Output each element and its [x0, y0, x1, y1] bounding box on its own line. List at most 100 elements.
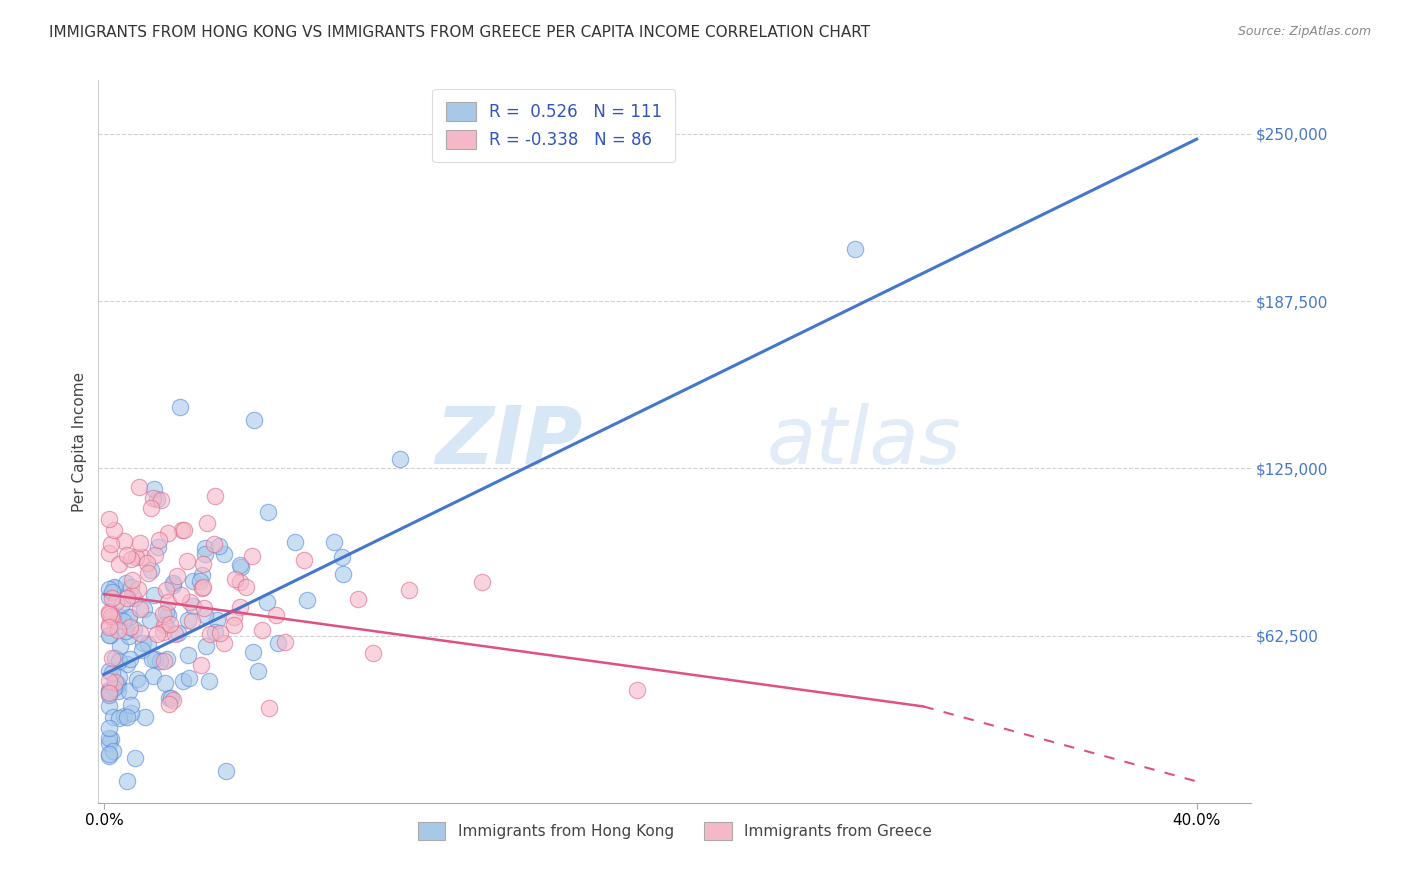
Point: [120, 552, 142, 566]
Point: [157, 691, 180, 706]
Point: [98, 628, 121, 642]
Point: [117, 591, 139, 605]
Point: [98, 736, 121, 750]
Point: [148, 533, 170, 548]
Point: [202, 537, 225, 551]
Point: [103, 681, 125, 696]
Point: [198, 674, 221, 689]
Point: [120, 706, 142, 721]
Point: [98, 749, 121, 764]
Point: [101, 710, 124, 724]
Point: [242, 645, 264, 659]
Point: [98, 628, 121, 642]
Point: [172, 674, 194, 689]
Point: [98, 698, 121, 713]
Point: [149, 654, 172, 668]
Point: [117, 710, 139, 724]
Point: [163, 626, 186, 640]
Point: [98, 607, 121, 622]
Point: [107, 669, 129, 683]
Point: [98, 605, 121, 619]
Point: [111, 597, 134, 611]
Point: [388, 452, 411, 467]
Point: [98, 674, 121, 689]
Point: [139, 613, 162, 627]
Point: [155, 582, 177, 597]
Point: [127, 582, 149, 596]
Point: [142, 491, 165, 505]
Point: [100, 731, 122, 746]
Point: [127, 672, 149, 686]
Point: [172, 524, 194, 538]
Point: [134, 710, 156, 724]
Point: [131, 549, 153, 564]
Point: [146, 541, 169, 555]
Point: [363, 646, 385, 660]
Point: [143, 548, 166, 562]
Point: [103, 523, 125, 537]
Point: [118, 609, 141, 624]
Point: [274, 635, 297, 649]
Point: [214, 547, 236, 561]
Point: [98, 582, 121, 596]
Point: [98, 747, 121, 762]
Point: [173, 523, 195, 537]
Point: [188, 574, 211, 589]
Point: [215, 764, 238, 778]
Point: [284, 535, 307, 549]
Point: [136, 637, 159, 651]
Point: [176, 613, 198, 627]
Point: [190, 567, 212, 582]
Point: [112, 533, 135, 548]
Point: [259, 701, 281, 715]
Point: [256, 595, 278, 609]
Point: [204, 489, 226, 503]
Point: [214, 636, 236, 650]
Point: [128, 480, 150, 494]
Point: [98, 545, 121, 559]
Point: [844, 242, 866, 256]
Point: [121, 588, 143, 602]
Point: [153, 654, 176, 668]
Point: [100, 609, 122, 624]
Point: [98, 512, 121, 526]
Point: [292, 553, 315, 567]
Point: [146, 491, 169, 506]
Point: [132, 602, 155, 616]
Point: [108, 711, 131, 725]
Point: [198, 627, 221, 641]
Point: [118, 684, 141, 698]
Point: [179, 595, 201, 609]
Point: [98, 590, 121, 604]
Point: [129, 626, 152, 640]
Point: [120, 580, 142, 594]
Point: [398, 583, 420, 598]
Text: ZIP: ZIP: [436, 402, 582, 481]
Point: [152, 607, 174, 621]
Point: [115, 576, 138, 591]
Point: [222, 618, 245, 632]
Point: [252, 624, 274, 638]
Point: [264, 607, 287, 622]
Point: [108, 639, 131, 653]
Point: [159, 617, 181, 632]
Point: [156, 607, 179, 622]
Point: [104, 674, 127, 689]
Point: [235, 580, 257, 594]
Point: [156, 595, 179, 609]
Point: [209, 626, 232, 640]
Point: [118, 620, 141, 634]
Point: [121, 574, 143, 588]
Point: [229, 599, 252, 614]
Point: [228, 558, 250, 572]
Point: [240, 549, 263, 564]
Point: [98, 686, 121, 700]
Point: [181, 599, 204, 613]
Point: [117, 657, 139, 671]
Point: [142, 668, 165, 682]
Point: [131, 636, 153, 650]
Point: [98, 685, 121, 699]
Point: [125, 550, 148, 565]
Point: [98, 722, 121, 736]
Point: [332, 549, 354, 564]
